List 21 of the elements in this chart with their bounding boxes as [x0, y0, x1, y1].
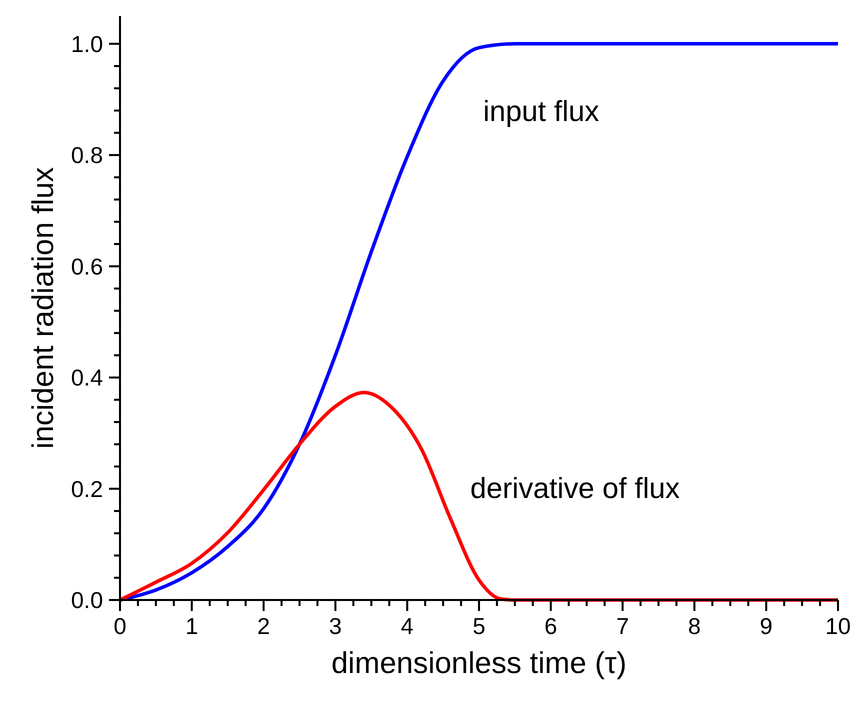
y-tick-label: 0.6 — [71, 253, 103, 280]
x-tick-label: 3 — [329, 613, 342, 639]
series-label: input flux — [483, 96, 600, 128]
x-tick-label: 7 — [616, 613, 629, 639]
x-tick-label: 1 — [185, 613, 198, 639]
x-tick-label: 10 — [825, 613, 851, 639]
x-tick-label: 4 — [400, 613, 414, 639]
x-tick-label: 5 — [472, 613, 486, 639]
x-tick-label: 2 — [257, 613, 270, 639]
x-axis-title: dimensionless time (τ) — [331, 647, 627, 680]
y-tick-label: 0.2 — [71, 476, 103, 502]
y-tick-label: 0.4 — [71, 364, 104, 391]
x-tick-label: 8 — [688, 613, 701, 639]
x-tick-label: 0 — [114, 613, 126, 639]
y-axis-title: incident radiation flux — [27, 167, 60, 449]
x-tick-label: 6 — [544, 613, 558, 639]
x-tick-label: 9 — [760, 613, 773, 639]
y-tick-label: 0.0 — [71, 587, 103, 613]
series-label: derivative of flux — [470, 473, 680, 506]
y-tick-label: 1.0 — [71, 30, 103, 57]
y-tick-label: 0.8 — [71, 142, 103, 168]
